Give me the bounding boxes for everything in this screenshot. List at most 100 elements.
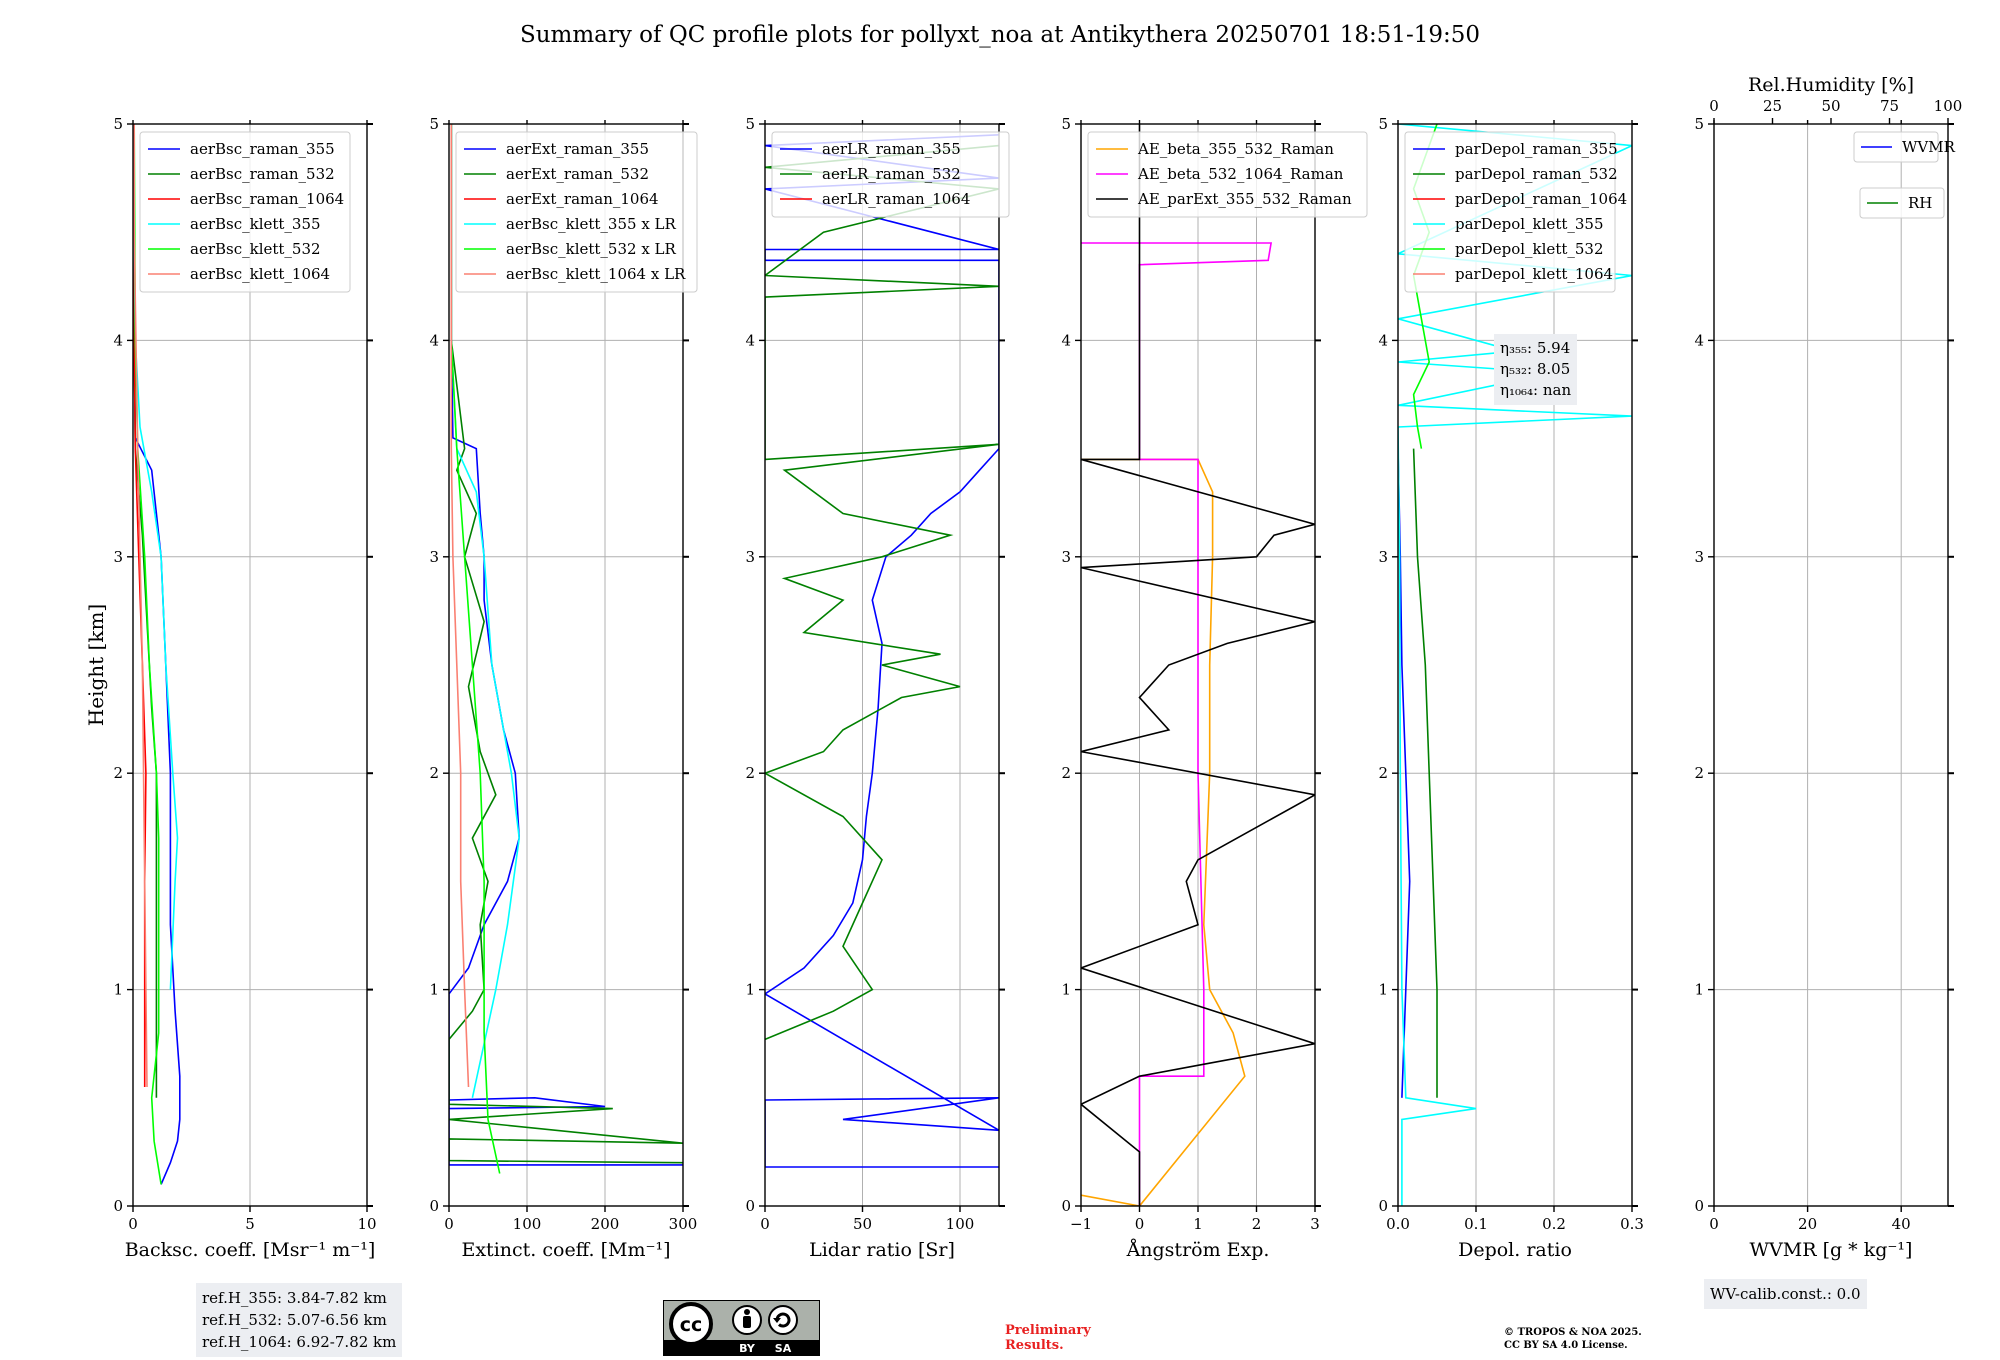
x-tick-label: 50 xyxy=(853,1215,872,1233)
panel-wvmr: 0 20 40 0 1 2 3 4 5 WVMR [g * kg⁻¹] 0 25 50 75 100 Rel.… xyxy=(1694,74,1962,1261)
y-tick-label: 1 xyxy=(113,981,123,999)
reference-height-box: ref.H_355: 3.84-7.82 km ref.H_532: 5.07-… xyxy=(196,1283,403,1357)
x-tick-label: 0.2 xyxy=(1542,1215,1566,1233)
preliminary-line-2: Results. xyxy=(1005,1338,1064,1353)
preliminary-line-1: Preliminary xyxy=(1005,1323,1091,1338)
preliminary-note: Preliminary Results. xyxy=(1005,1323,1091,1353)
y-tick-label: 2 xyxy=(1378,764,1388,782)
legend-label: aerExt_raman_1064 xyxy=(506,190,659,208)
panel-extinction: 0 100 200 300 0 1 2 3 4 5 Extinct. coeff. [Mm⁻¹] ae… xyxy=(429,115,698,1261)
legend-label: RH xyxy=(1908,194,1932,212)
legend-label: parDepol_klett_532 xyxy=(1455,240,1604,258)
series-line-ae-beta-355-532-raman xyxy=(1081,458,1246,1206)
y-tick-label: 2 xyxy=(1694,764,1704,782)
y-tick-label: 4 xyxy=(1694,331,1704,349)
legend-label: aerBsc_raman_355 xyxy=(190,140,335,158)
x2-tick-label: 25 xyxy=(1763,97,1782,115)
legend-label: parDepol_raman_532 xyxy=(1455,165,1618,183)
legend-box xyxy=(455,131,698,293)
y-tick-label: 2 xyxy=(429,764,439,782)
y-tick-label: 0 xyxy=(1694,1197,1704,1215)
legend-box xyxy=(1087,131,1368,218)
series-line-aerlr-raman-532 xyxy=(765,144,999,1041)
legend-label: aerBsc_raman_532 xyxy=(190,165,335,183)
y-tick-label: 5 xyxy=(1378,115,1388,133)
legend-label: parDepol_raman_1064 xyxy=(1455,190,1627,208)
panel-lidar_ratio: 0 50 100 0 1 2 3 4 5 Lidar ratio [Sr] aerLR_raman_… xyxy=(745,115,1010,1261)
series-line-aerlr-raman-355 xyxy=(765,134,999,1168)
x-tick-label: −1 xyxy=(1070,1215,1092,1233)
y-tick-label: 5 xyxy=(1694,115,1704,133)
y-tick-label: 5 xyxy=(745,115,755,133)
legend-box xyxy=(1859,187,1945,219)
y-tick-label: 1 xyxy=(429,981,439,999)
legend-label: AE_parExt_355_532_Raman xyxy=(1137,190,1352,208)
y-tick-label: 0 xyxy=(1061,1197,1071,1215)
y-tick-label: 0 xyxy=(745,1197,755,1215)
legend-label: aerLR_raman_1064 xyxy=(822,190,970,208)
legend-label: parDepol_klett_355 xyxy=(1455,215,1604,233)
figure-title: Summary of QC profile plots for pollyxt_… xyxy=(519,22,1481,48)
y-tick-label: 1 xyxy=(1378,981,1388,999)
legend-label: aerBsc_raman_1064 xyxy=(190,190,344,208)
legend-label: aerLR_raman_355 xyxy=(822,140,961,158)
y-tick-label: 5 xyxy=(113,115,123,133)
eta-532: η₅₃₂: 8.05 xyxy=(1500,360,1571,378)
x-axis-label: Backsc. coeff. [Msr⁻¹ m⁻¹] xyxy=(125,1239,376,1261)
x-axis-label: Lidar ratio [Sr] xyxy=(809,1239,955,1261)
x-tick-label: 0 xyxy=(1135,1215,1145,1233)
eta-box: η₃₅₅: 5.94 η₅₃₂: 8.05 η₁₀₆₄: nan xyxy=(1494,334,1578,405)
legend-label: aerLR_raman_532 xyxy=(822,165,961,183)
x-tick-label: 0 xyxy=(444,1215,454,1233)
x2-axis-label: Rel.Humidity [%] xyxy=(1748,74,1914,96)
y-tick-label: 5 xyxy=(429,115,439,133)
plot-frame xyxy=(764,123,1000,1207)
y-tick-label: 1 xyxy=(1694,981,1704,999)
x-tick-label: 0.0 xyxy=(1386,1215,1410,1233)
y-tick-label: 3 xyxy=(1378,548,1388,566)
series-line-pardepol-raman-532 xyxy=(1412,448,1438,1098)
y-tick-label: 3 xyxy=(745,548,755,566)
y-tick-label: 0 xyxy=(1378,1197,1388,1215)
y-tick-label: 2 xyxy=(1061,764,1071,782)
plot-frame xyxy=(1713,123,1949,1207)
legend-box xyxy=(771,131,1010,218)
series-line-aerbsc-klett-532-x-lr xyxy=(450,124,501,1174)
x-tick-label: 200 xyxy=(591,1215,620,1233)
plot-frame xyxy=(1397,123,1633,1207)
x-tick-label: 100 xyxy=(946,1215,975,1233)
x-tick-label: 300 xyxy=(669,1215,698,1233)
x2-tick-label: 75 xyxy=(1880,97,1899,115)
legend-label: AE_beta_355_532_Raman xyxy=(1137,140,1334,158)
y-tick-label: 2 xyxy=(745,764,755,782)
legend-label: aerExt_raman_532 xyxy=(506,165,649,183)
wv-calib-const: WV-calib.const.: 0.0 xyxy=(1710,1285,1861,1303)
x-axis-label: WVMR [g * kg⁻¹] xyxy=(1750,1239,1913,1261)
y-tick-label: 5 xyxy=(1061,115,1071,133)
x2-tick-label: 50 xyxy=(1821,97,1840,115)
legend-label: aerBsc_klett_1064 xyxy=(190,265,330,283)
y-tick-label: 1 xyxy=(745,981,755,999)
cc-by-sa-badge: cc BY SA xyxy=(663,1300,820,1356)
legend-box xyxy=(1853,131,1939,163)
y-tick-label: 2 xyxy=(113,764,123,782)
x-tick-label: 0.1 xyxy=(1464,1215,1488,1233)
cc-by-label: BY xyxy=(739,1342,756,1355)
x-tick-label: 40 xyxy=(1892,1215,1911,1233)
x-axis-label: Depol. ratio xyxy=(1458,1239,1572,1261)
series-line-aerbsc-klett-1064 xyxy=(133,124,148,1088)
svg-text:cc: cc xyxy=(680,1314,703,1336)
x-tick-label: 2 xyxy=(1252,1215,1262,1233)
copyright-note: © TROPOS & NOA 2025. CC BY SA 4.0 Licens… xyxy=(1504,1326,1642,1352)
y-tick-label: 0 xyxy=(113,1197,123,1215)
cc-sa-label: SA xyxy=(775,1342,792,1355)
x-tick-label: 20 xyxy=(1798,1215,1817,1233)
y-tick-label: 4 xyxy=(1378,331,1388,349)
y-axis-label: Height [km] xyxy=(84,604,108,726)
y-tick-label: 4 xyxy=(429,331,439,349)
legend-box xyxy=(1404,131,1616,293)
legend-label: WVMR xyxy=(1902,138,1956,156)
legend-label: parDepol_klett_1064 xyxy=(1455,265,1613,283)
legend-box xyxy=(139,131,351,293)
